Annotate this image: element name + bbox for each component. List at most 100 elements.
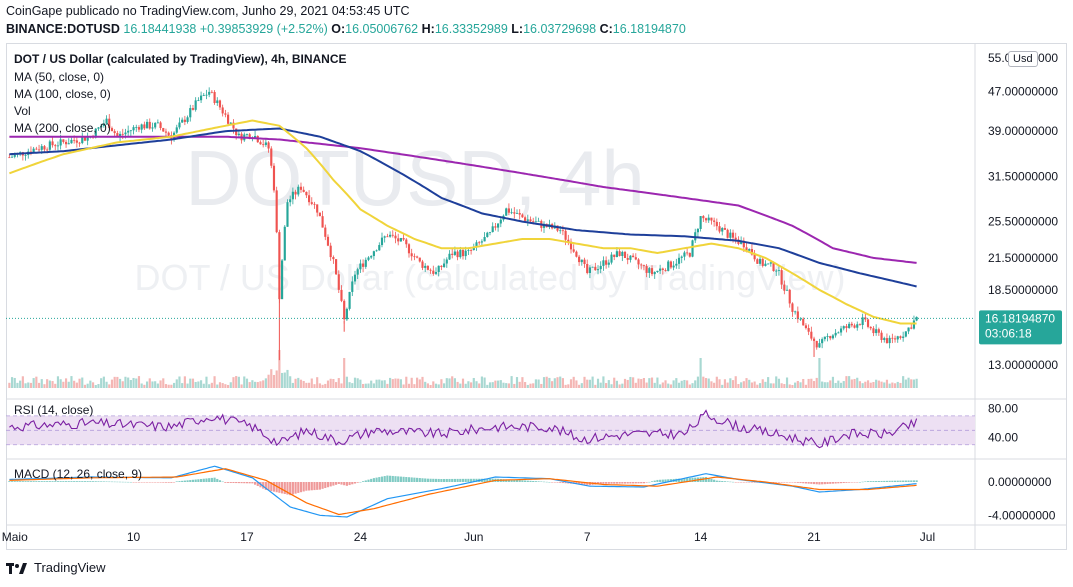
- candle-body: [43, 146, 46, 150]
- volume-bar: [402, 384, 405, 388]
- macd-histogram-bar: [308, 482, 311, 491]
- candle-body: [742, 240, 745, 248]
- macd-histogram-bar: [853, 482, 856, 483]
- volume-bar: [289, 376, 292, 388]
- macd-histogram-bar: [405, 477, 408, 482]
- volume-bar: [785, 377, 789, 388]
- legend-ma50[interactable]: MA (50, close, 0): [14, 70, 105, 84]
- volume-bar: [32, 378, 35, 388]
- volume-bar: [78, 378, 81, 388]
- candle-body: [629, 255, 632, 260]
- volume-bar: [753, 381, 756, 388]
- volume-bar: [634, 382, 637, 388]
- macd-histogram-bar: [505, 479, 508, 482]
- volume-bar: [561, 378, 564, 388]
- volume-bar: [656, 377, 659, 388]
- volume-bar: [691, 383, 694, 388]
- volume-bar: [694, 380, 697, 388]
- volume-bar: [686, 380, 689, 388]
- macd-histogram-bar: [607, 482, 610, 484]
- volume-bar: [362, 383, 365, 388]
- time-axis-label: 17: [240, 530, 254, 544]
- macd-histogram-bar: [332, 482, 335, 486]
- volume-bar: [599, 382, 602, 388]
- macd-histogram-bar: [235, 482, 238, 484]
- price-axis-label: 13.00000000: [988, 358, 1058, 372]
- macd-histogram-bar: [888, 480, 891, 482]
- candle-body: [340, 289, 343, 301]
- candle-body: [637, 259, 640, 265]
- macd-histogram-bar: [432, 478, 435, 482]
- legend-macd[interactable]: MACD (12, 26, close, 9): [14, 467, 143, 481]
- candle-body: [750, 249, 754, 255]
- candle-body: [726, 229, 729, 238]
- volume-bar: [629, 376, 632, 388]
- candle-body: [286, 202, 289, 227]
- currency-button[interactable]: Usd: [1008, 51, 1038, 67]
- open-label: O:: [331, 22, 346, 36]
- volume-bar: [513, 383, 516, 388]
- volume-bar: [94, 384, 97, 388]
- macd-histogram-bar: [162, 482, 165, 483]
- candle-body: [594, 266, 597, 271]
- macd-histogram-bar: [726, 481, 729, 482]
- candle-body: [783, 284, 786, 291]
- macd-histogram-bar: [145, 482, 149, 483]
- macd-histogram-bar: [416, 477, 419, 482]
- macd-histogram-bar: [178, 481, 181, 482]
- volume-bar: [181, 383, 184, 388]
- macd-histogram-bar: [426, 478, 429, 482]
- macd-histogram-bar: [740, 482, 743, 483]
- candle-body: [210, 91, 213, 93]
- candle-body: [864, 317, 867, 320]
- legend-ma200[interactable]: MA (200, close, 0): [14, 121, 111, 135]
- candle-body: [645, 266, 648, 273]
- macd-histogram-bar: [362, 481, 365, 482]
- macd-histogram-bar: [75, 481, 78, 482]
- ohlc-bar: BINANCE:DOTUSD 16.18441938 +0.39853929 (…: [6, 22, 686, 36]
- candle-body: [580, 259, 583, 263]
- macd-histogram-bar: [529, 480, 532, 482]
- macd-histogram-bar: [78, 481, 81, 482]
- macd-histogram-bar: [27, 481, 30, 482]
- volume-bar: [210, 382, 213, 388]
- candle-body: [329, 245, 332, 258]
- macd-histogram-bar: [151, 482, 154, 483]
- legend-rsi[interactable]: RSI (14, close): [14, 403, 94, 417]
- tradingview-logo-icon[interactable]: [6, 561, 28, 575]
- footer-brand[interactable]: TradingView: [34, 560, 106, 575]
- volume-bar: [386, 383, 389, 388]
- volume-bar: [802, 378, 805, 388]
- macd-histogram-bar: [356, 482, 359, 483]
- volume-bar: [229, 382, 232, 388]
- volume-bar: [348, 382, 351, 388]
- candle-body: [48, 141, 51, 150]
- volume-bar: [183, 376, 186, 388]
- volume-bar: [829, 380, 832, 388]
- volume-bar: [872, 382, 875, 388]
- macd-histogram-bar: [618, 482, 621, 484]
- macd-histogram-bar: [140, 482, 143, 483]
- volume-bar: [910, 379, 913, 388]
- volume-bar: [410, 377, 413, 388]
- legend-ma100[interactable]: MA (100, close, 0): [14, 87, 111, 101]
- time-axis-label: 7: [584, 530, 591, 544]
- volume-bar: [313, 384, 316, 388]
- candle-body: [316, 204, 319, 213]
- volume-bar: [524, 382, 527, 388]
- macd-histogram-bar: [213, 477, 216, 482]
- macd-histogram-bar: [407, 477, 411, 482]
- macd-histogram-bar: [518, 480, 521, 482]
- macd-histogram-bar: [642, 482, 645, 484]
- macd-histogram-bar: [677, 478, 681, 482]
- macd-histogram-bar: [510, 479, 513, 482]
- candle-body: [278, 232, 281, 300]
- volume-bar: [335, 382, 338, 388]
- volume-bar: [605, 383, 608, 388]
- macd-histogram-bar: [586, 482, 589, 485]
- candle-body: [810, 331, 813, 339]
- volume-bar: [445, 378, 448, 388]
- macd-histogram-bar: [710, 478, 713, 482]
- legend-vol[interactable]: Vol: [14, 104, 31, 118]
